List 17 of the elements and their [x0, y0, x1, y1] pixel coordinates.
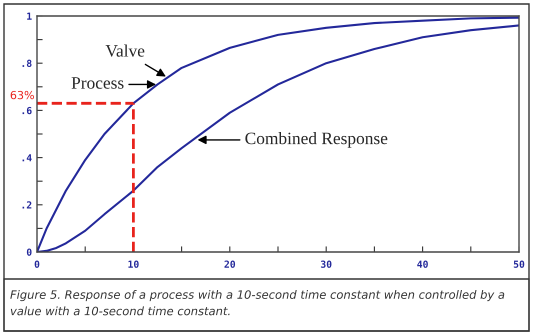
x-tick-label: 30: [320, 260, 332, 268]
caption: Figure 5. Response of a process with a 10-second time constant when controlled by a value with a 10-second time constant.: [10, 290, 504, 316]
y-tick-label: .2: [22, 201, 32, 208]
annotation: Process: [72, 77, 124, 89]
x-tick-label: 50: [514, 260, 524, 268]
y-tick-label: .4: [22, 154, 32, 162]
x-tick-label: 20: [224, 260, 236, 268]
x-tick-label: 40: [417, 260, 428, 268]
y-tick-label: 1: [27, 12, 32, 20]
y-tick-label: .8: [22, 60, 32, 68]
y-tick-label: .6: [22, 106, 32, 114]
y-tick-label: 0: [26, 248, 32, 256]
ref-line-label: 63%: [10, 90, 34, 100]
annotation: Combined Response: [245, 132, 388, 148]
x-tick-label: 0: [34, 260, 40, 268]
annotation: Valve: [106, 44, 144, 57]
x-tick-label: 10: [128, 260, 139, 268]
